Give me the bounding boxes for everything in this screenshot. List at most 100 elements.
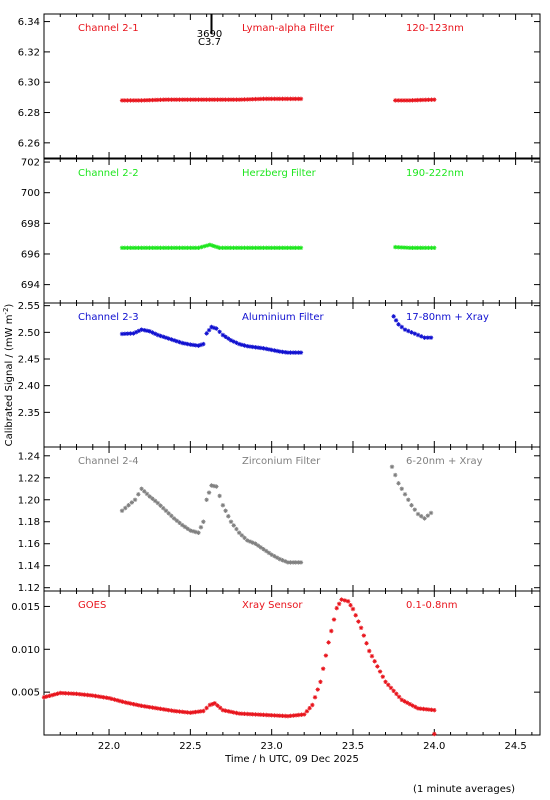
data-point	[158, 503, 163, 508]
data-point	[280, 96, 285, 102]
data-point	[247, 711, 253, 717]
data-point	[223, 97, 228, 102]
data-point	[190, 245, 196, 251]
data-point	[413, 704, 418, 710]
data-point	[171, 708, 177, 714]
data-point	[304, 709, 310, 714]
data-point	[199, 244, 204, 250]
series-segment	[119, 483, 304, 565]
data-point	[129, 500, 135, 505]
data-point	[280, 245, 285, 251]
flare-marker-label-top: 3690	[197, 29, 222, 40]
data-point	[296, 712, 301, 718]
data-point	[255, 96, 261, 102]
data-point	[291, 713, 296, 718]
data-point	[52, 692, 58, 697]
y-tick-label: 700	[21, 188, 40, 199]
data-point	[277, 556, 283, 562]
data-point	[77, 691, 82, 697]
data-point	[198, 709, 203, 714]
data-point	[239, 711, 245, 716]
data-point	[261, 346, 266, 351]
data-point	[169, 708, 174, 713]
data-point	[280, 713, 285, 719]
data-point	[409, 503, 414, 508]
panel-channel-label: Channel 2-3	[78, 312, 139, 323]
data-point	[264, 548, 269, 554]
data-point	[228, 338, 234, 343]
panel-channel-label: GOES	[78, 600, 106, 611]
panel-channel-label: Channel 2-1	[78, 23, 139, 34]
data-point	[348, 602, 353, 608]
data-point	[425, 335, 430, 340]
data-point	[396, 481, 401, 486]
data-point	[272, 553, 277, 559]
data-point	[125, 98, 130, 103]
data-point	[223, 708, 228, 713]
data-point	[353, 613, 358, 618]
data-point	[217, 493, 222, 499]
data-point	[152, 331, 158, 336]
data-point	[209, 324, 214, 330]
panel-channel-label: Channel 2-2	[78, 168, 139, 179]
data-point	[239, 245, 244, 251]
data-point	[274, 245, 280, 251]
data-point	[253, 345, 258, 350]
data-point	[193, 709, 198, 715]
data-point	[79, 692, 85, 697]
data-point	[412, 507, 417, 512]
data-point	[130, 245, 136, 251]
data-point	[207, 242, 213, 247]
data-point	[131, 331, 136, 336]
data-point	[269, 552, 274, 557]
data-point	[250, 712, 255, 717]
data-point	[255, 245, 261, 251]
data-point	[242, 343, 247, 348]
data-point	[393, 472, 398, 478]
data-point	[245, 245, 250, 251]
data-point	[277, 349, 283, 354]
data-point	[280, 349, 285, 355]
data-point	[269, 245, 274, 251]
data-point	[158, 333, 163, 339]
data-point	[163, 707, 169, 712]
data-point	[410, 245, 415, 251]
data-point	[266, 712, 272, 718]
data-point	[215, 703, 220, 708]
data-point	[158, 245, 163, 251]
data-point	[247, 539, 253, 544]
x-tick-label: 22.0	[98, 741, 120, 752]
data-point	[49, 692, 55, 698]
y-tick-label: 6.32	[18, 47, 40, 58]
data-point	[158, 97, 163, 103]
y-tick-label: 1.20	[18, 495, 40, 506]
data-point	[299, 712, 304, 717]
data-point	[247, 245, 253, 251]
data-point	[152, 245, 158, 251]
series-segment	[119, 96, 304, 103]
data-point	[190, 342, 196, 348]
data-point	[177, 97, 182, 102]
data-point	[133, 245, 139, 251]
data-point	[412, 331, 417, 336]
data-point	[261, 96, 266, 102]
data-point	[407, 701, 413, 707]
data-point	[253, 245, 258, 251]
data-point	[242, 711, 247, 717]
panel-frame	[43, 13, 541, 159]
data-point	[125, 245, 130, 251]
data-point	[236, 245, 242, 251]
data-point	[147, 245, 152, 251]
data-point	[301, 712, 307, 717]
data-point	[96, 694, 101, 699]
data-point	[345, 599, 351, 604]
data-point	[180, 340, 185, 346]
data-point	[180, 709, 185, 715]
data-point	[123, 700, 128, 705]
series-segment	[41, 597, 437, 719]
data-point	[269, 96, 274, 102]
data-point	[231, 523, 236, 528]
data-point	[399, 324, 404, 330]
data-point	[315, 687, 320, 692]
data-point	[426, 97, 431, 102]
